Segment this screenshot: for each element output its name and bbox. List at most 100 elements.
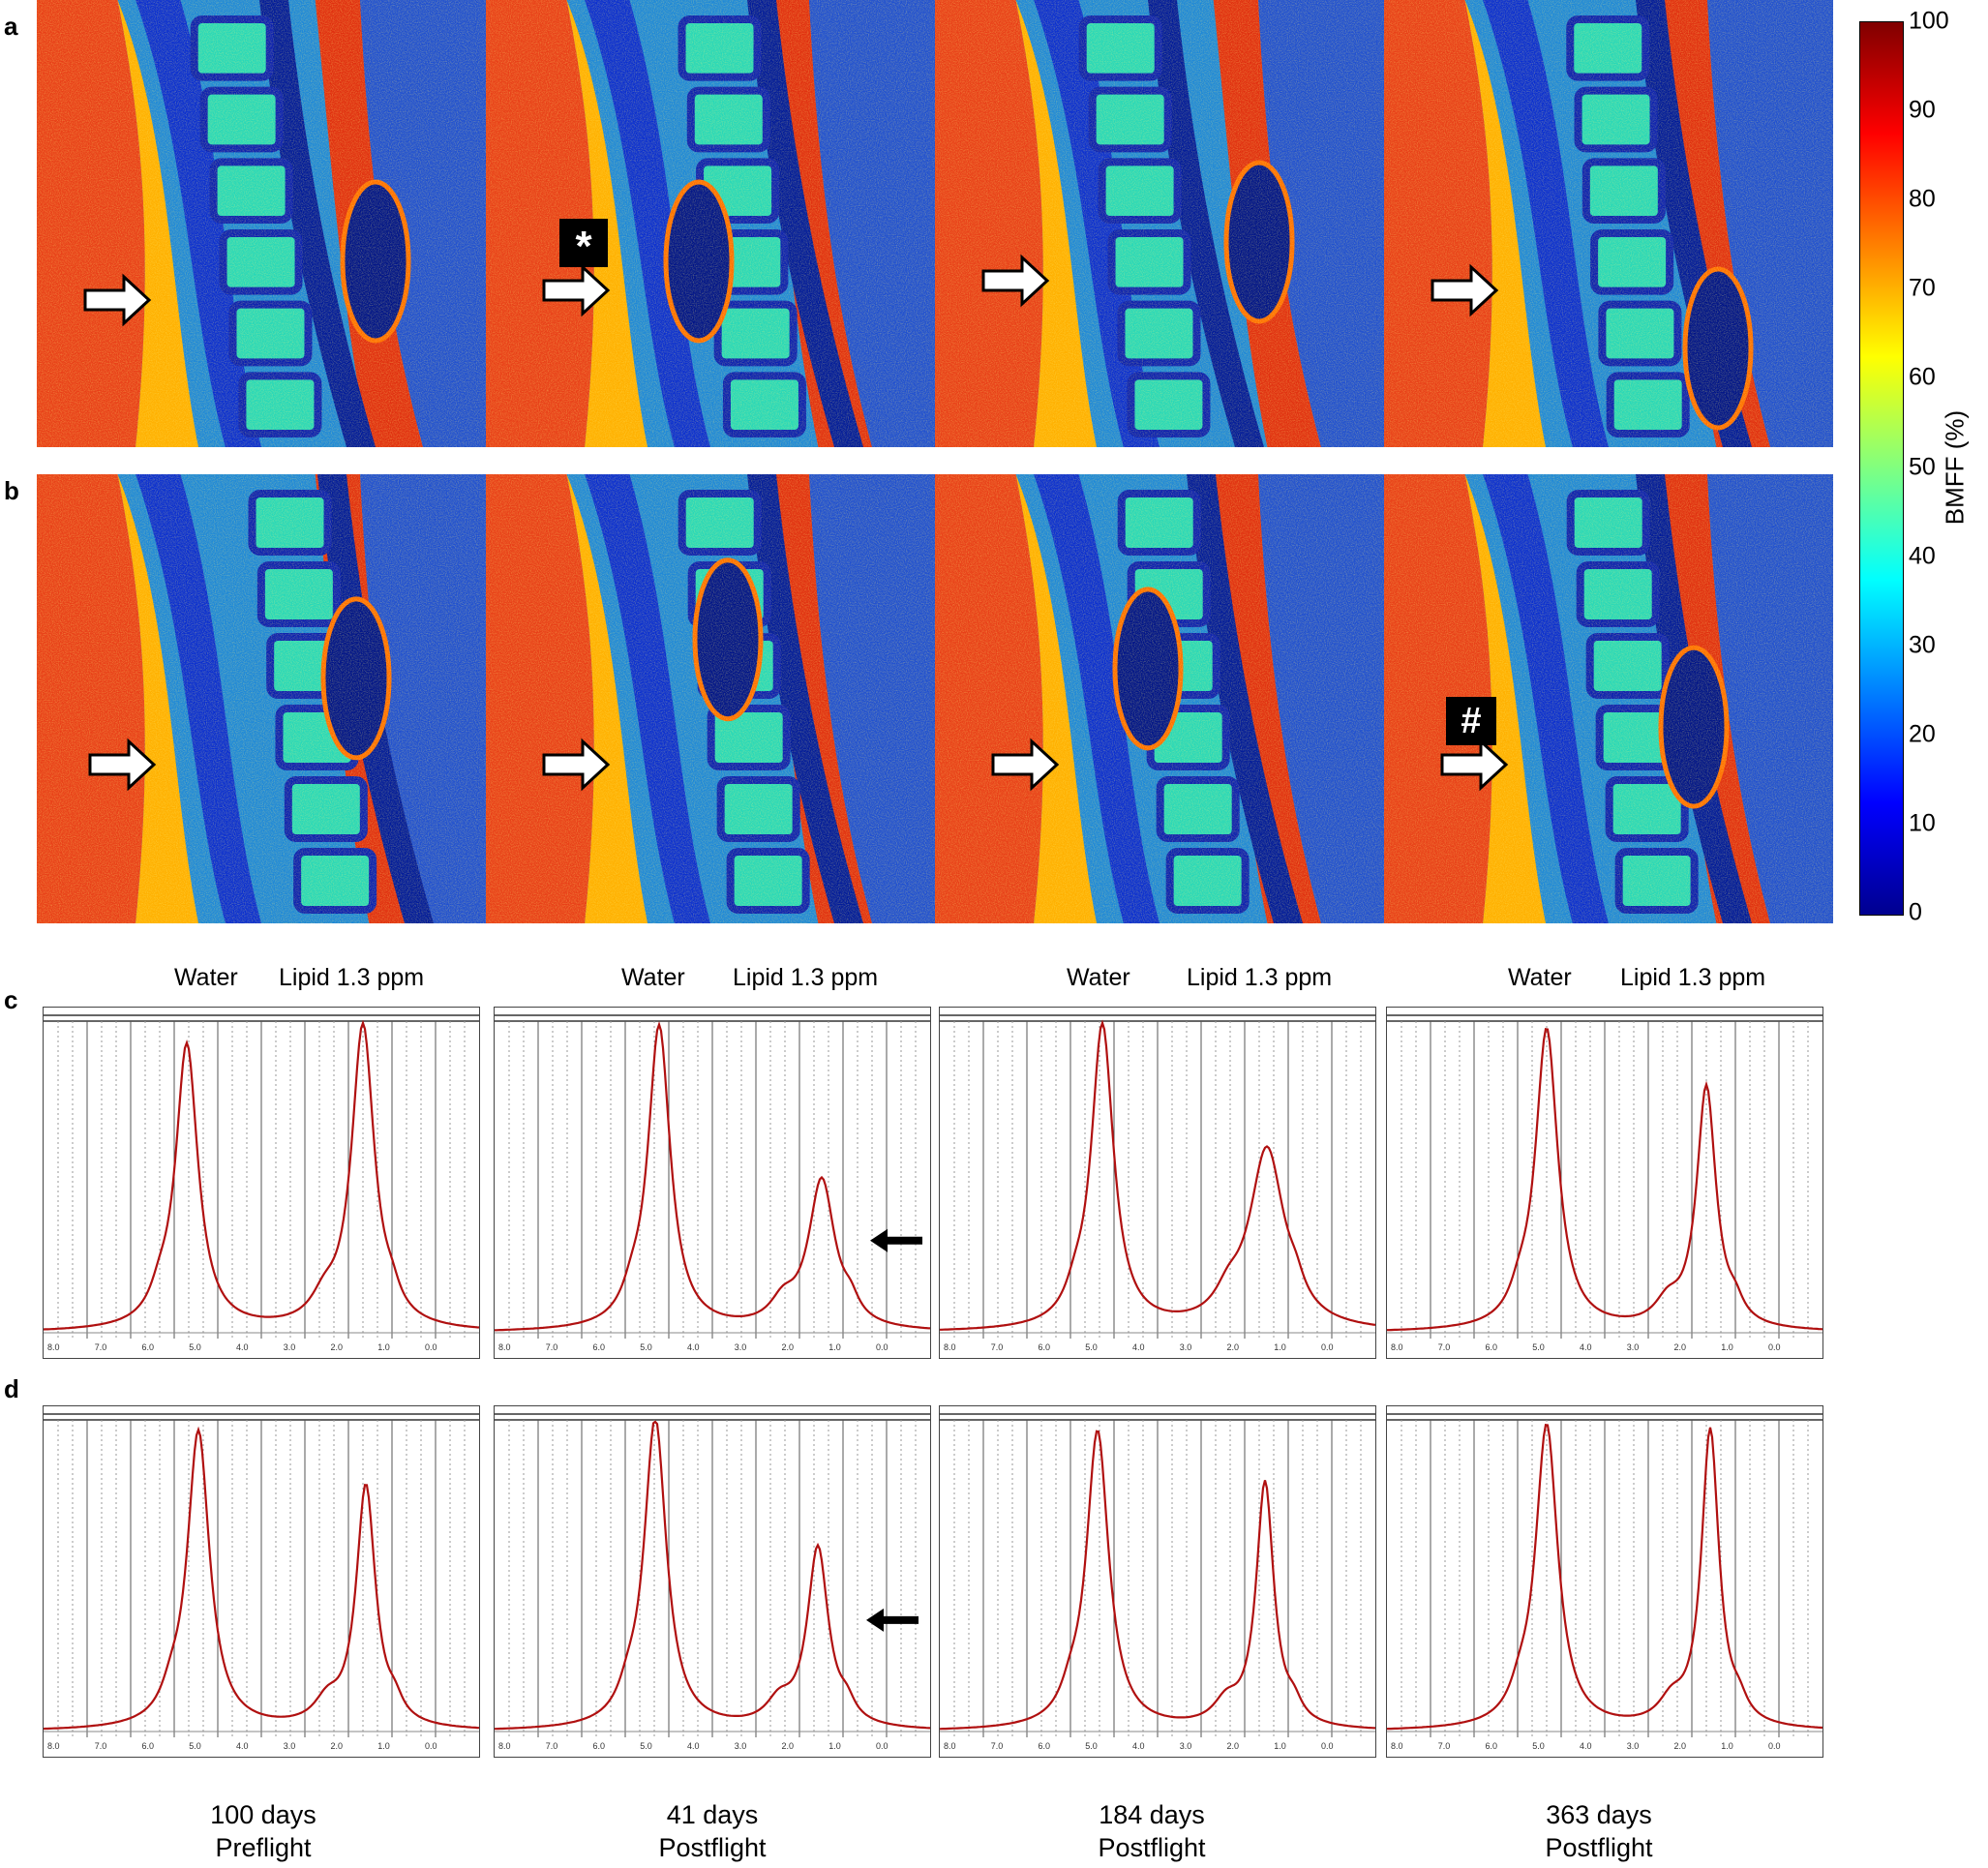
white-arrow-icon [981,254,1050,308]
timepoint-label-1: 100 days Preflight [118,1798,408,1864]
x-tick-label: 2.0 [1227,1342,1240,1352]
white-arrow-icon [1440,738,1509,792]
x-tick-label: 0.0 [876,1342,889,1352]
water-label: Water [1067,964,1130,991]
mri-noise [935,0,1384,447]
x-tick-label: 0.0 [1768,1741,1781,1751]
colorbar-tick: 20 [1909,720,1936,748]
spectrum-row-d-timepoint-4: 8.0 7.0 6.0 5.0 4.0 3.0 2.0 1.0 0.0 [1386,1405,1823,1758]
asterisk-marker: * [559,219,608,270]
x-tick-label: 5.0 [189,1342,201,1352]
panel-letter-a: a [4,12,18,41]
x-tick-label: 1.0 [1274,1342,1286,1352]
x-tick-label: 5.0 [1085,1342,1098,1352]
x-tick-label: 6.0 [1039,1741,1051,1751]
x-tick-label: 2.0 [1227,1741,1240,1751]
water-label: Water [621,964,685,991]
colorbar-tick: 10 [1909,809,1936,837]
white-arrow-icon [88,738,157,792]
x-tick-label: 8.0 [47,1741,60,1751]
x-tick-label: 1.0 [1274,1741,1286,1751]
mri-row-a-timepoint-1 [37,0,486,447]
bmff-colorbar [1859,21,1904,916]
lipid-label: Lipid 1.3 ppm [1187,964,1333,991]
x-tick-label: 8.0 [944,1342,956,1352]
panel-letter-c: c [4,985,18,1014]
x-tick-label: 8.0 [498,1342,511,1352]
x-tick-label: 3.0 [284,1741,296,1751]
white-arrow-icon [991,738,1060,792]
panel-letter-b: b [4,476,19,505]
x-tick-label: 7.0 [95,1342,107,1352]
spectrum-curve [1387,1028,1822,1332]
spectrum-curve [940,1430,1375,1731]
mri-row-a-timepoint-3 [935,0,1384,447]
spectrum-curve [495,1420,930,1731]
lipid-label: Lipid 1.3 ppm [733,964,879,991]
mri-row-b-timepoint-2 [486,474,935,923]
lipid-label: Lipid 1.3 ppm [1620,964,1766,991]
timepoint-phase: Postflight [658,1833,767,1862]
x-tick-label: 4.0 [687,1342,700,1352]
x-tick-label: 5.0 [1532,1741,1545,1751]
spectrum-curve [1387,1423,1822,1731]
spectrum-row-c-timepoint-3: 8.0 7.0 6.0 5.0 4.0 3.0 2.0 1.0 0.0 [939,1007,1376,1359]
spectrum-curve [495,1021,930,1332]
x-tick-label: 3.0 [735,1741,747,1751]
x-tick-label: 3.0 [1180,1342,1192,1352]
x-tick-label: 6.0 [142,1741,155,1751]
x-tick-label: 1.0 [1721,1342,1733,1352]
x-tick-label: 1.0 [377,1342,390,1352]
spectrum-row-c-timepoint-4: 8.0 7.0 6.0 5.0 4.0 3.0 2.0 1.0 0.0 [1386,1007,1823,1359]
spectrum-row-d-timepoint-2: 8.0 7.0 6.0 5.0 4.0 3.0 2.0 1.0 0.0 [494,1405,931,1758]
x-tick-label: 5.0 [640,1342,652,1352]
timepoint-days: 41 days [666,1800,759,1829]
timepoint-days: 363 days [1546,1800,1652,1829]
x-tick-label: 6.0 [142,1342,155,1352]
colorbar-tick: 0 [1909,898,1922,926]
colorbar-tick: 100 [1909,7,1949,35]
x-tick-label: 1.0 [828,1741,841,1751]
x-tick-label: 7.0 [1438,1741,1451,1751]
timepoint-phase: Preflight [215,1833,312,1862]
colorbar-tick: 80 [1909,185,1936,213]
x-tick-label: 8.0 [1391,1741,1403,1751]
colorbar-tick: 70 [1909,274,1936,302]
x-tick-label: 5.0 [1085,1741,1098,1751]
colorbar-tick: 90 [1909,96,1936,124]
x-tick-label: 5.0 [640,1741,652,1751]
x-tick-label: 8.0 [1391,1342,1403,1352]
lipid-label: Lipid 1.3 ppm [279,964,425,991]
x-tick-label: 7.0 [991,1342,1004,1352]
x-tick-label: 3.0 [1180,1741,1192,1751]
timepoint-label-2: 41 days Postflight [567,1798,858,1864]
water-label: Water [174,964,238,991]
spectrum-row-d-timepoint-1: 8.0 7.0 6.0 5.0 4.0 3.0 2.0 1.0 0.0 [43,1405,480,1758]
x-tick-label: 8.0 [47,1342,60,1352]
timepoint-days: 100 days [210,1800,316,1829]
timepoint-phase: Postflight [1098,1833,1206,1862]
x-tick-label: 4.0 [687,1741,700,1751]
x-tick-label: 4.0 [1132,1342,1145,1352]
x-tick-label: 7.0 [991,1741,1004,1751]
x-tick-label: 8.0 [498,1741,511,1751]
mri-noise [37,474,486,923]
x-tick-label: 0.0 [1321,1342,1334,1352]
mri-noise [935,474,1384,923]
mri-row-b-timepoint-1 [37,474,486,923]
x-tick-label: 2.0 [1674,1342,1687,1352]
colorbar-tick: 50 [1909,453,1936,481]
colorbar-tick: 40 [1909,542,1936,570]
spectrum-curve [940,1019,1375,1331]
x-tick-label: 2.0 [331,1342,344,1352]
x-tick-label: 1.0 [377,1741,390,1751]
x-tick-label: 3.0 [735,1342,747,1352]
x-tick-label: 6.0 [1486,1741,1498,1751]
spectrum-row-c-timepoint-2: 8.0 7.0 6.0 5.0 4.0 3.0 2.0 1.0 0.0 [494,1007,931,1359]
x-tick-label: 3.0 [1627,1741,1640,1751]
x-tick-label: 0.0 [876,1741,889,1751]
x-tick-label: 4.0 [1580,1342,1592,1352]
x-tick-label: 0.0 [1321,1741,1334,1751]
mri-noise [1384,0,1833,447]
colorbar-tick: 30 [1909,631,1936,659]
